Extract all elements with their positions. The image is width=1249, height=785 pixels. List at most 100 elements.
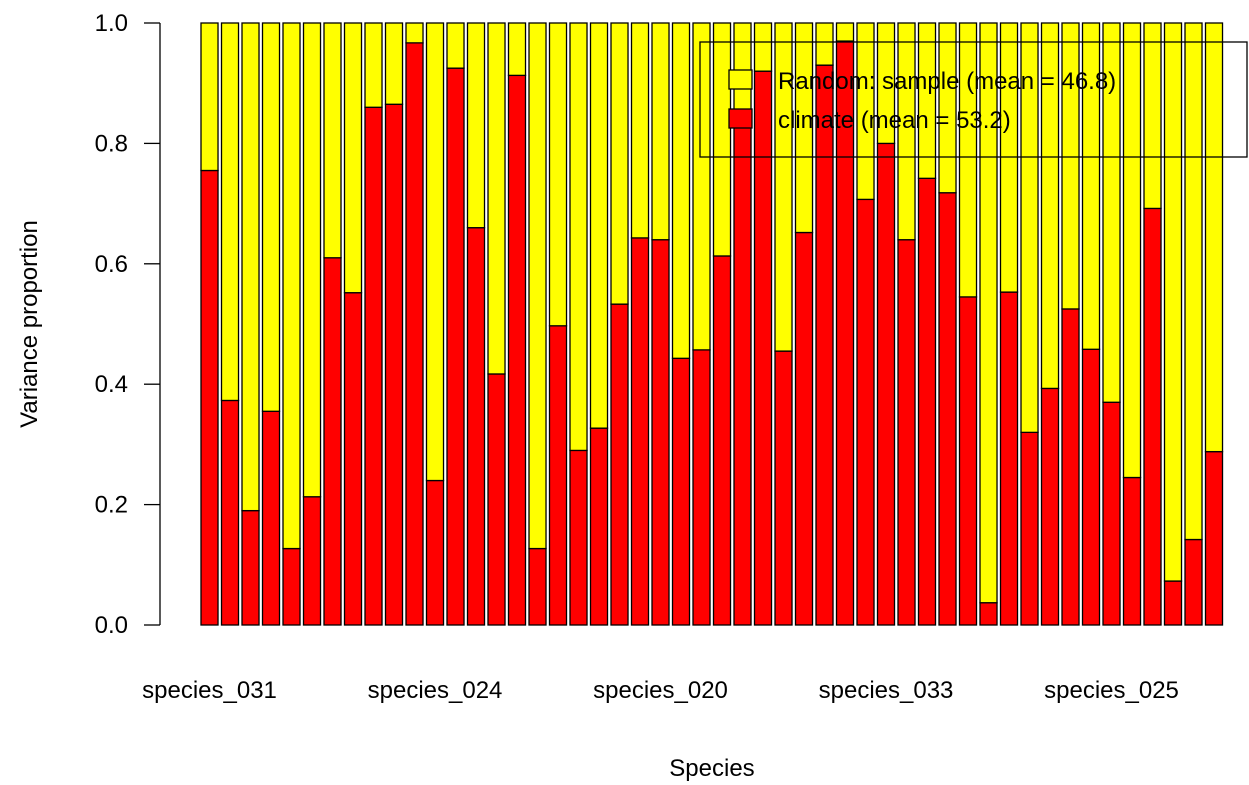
x-tick-label: species_033 (819, 677, 954, 704)
bar-random-sample (856, 22, 875, 201)
bar-climate (630, 237, 650, 626)
bar-random-sample (651, 22, 670, 241)
bar-climate (1020, 431, 1039, 626)
bar-climate (774, 350, 793, 626)
legend-key-random-sample (728, 69, 753, 90)
legend-label-climate: climate (mean = 53.2) (778, 107, 1011, 134)
bar-climate (712, 255, 732, 626)
y-tick-label: 0.2 (95, 492, 128, 519)
bar-climate (1081, 348, 1101, 626)
bar-random-sample (384, 22, 404, 105)
bar-random-sample (569, 22, 588, 452)
bar-climate (466, 227, 486, 626)
bar-climate (343, 292, 363, 626)
bar-random-sample (610, 22, 629, 305)
bar-random-sample (241, 22, 260, 512)
bar-climate (548, 325, 568, 626)
bar-random-sample (261, 22, 281, 412)
bar-climate (241, 509, 260, 626)
bar-climate (856, 198, 875, 626)
bar-climate (753, 70, 773, 626)
y-tick-label: 0.4 (95, 371, 128, 398)
bar-climate (794, 231, 814, 626)
bar-random-sample (548, 22, 568, 327)
x-axis-title: Species (669, 755, 754, 782)
bar-climate (528, 547, 547, 626)
bar-random-sample (692, 22, 711, 351)
bar-random-sample (835, 22, 855, 42)
bar-random-sample (876, 22, 896, 145)
bar-random-sample (323, 22, 342, 259)
y-axis-title: Variance proportion (16, 220, 43, 428)
bar-climate (261, 410, 281, 626)
bar-climate (1143, 207, 1162, 626)
bar-climate (979, 602, 998, 626)
bar-climate (1122, 476, 1142, 626)
bar-random-sample (302, 22, 322, 498)
bar-climate (220, 399, 240, 626)
bar-climate (692, 349, 711, 626)
bar-climate (610, 303, 629, 626)
bar-climate (1102, 401, 1121, 626)
bar-random-sample (1122, 22, 1142, 479)
legend: Random: sample (mean = 46.8) climate (me… (699, 41, 1248, 158)
bar-random-sample (1143, 22, 1162, 210)
bar-random-sample (630, 22, 650, 239)
bar-random-sample (815, 22, 834, 66)
bar-climate (384, 103, 404, 626)
bar-random-sample (446, 22, 465, 69)
bar-random-sample (589, 22, 609, 429)
bar-random-sample (897, 22, 916, 241)
bars-group (200, 22, 1224, 626)
bar-random-sample (425, 22, 445, 482)
bar-random-sample (1163, 22, 1183, 582)
bar-random-sample (733, 22, 752, 114)
bar-climate (282, 547, 301, 626)
bar-random-sample (487, 22, 506, 375)
bar-climate (671, 357, 691, 626)
bar-climate (487, 373, 506, 626)
legend-box (699, 41, 1248, 158)
y-axis-ticks: 0.0 0.2 0.4 0.6 0.8 1.0 (95, 10, 160, 639)
bar-random-sample (1061, 22, 1080, 310)
bar-random-sample (794, 22, 814, 234)
bar-climate (323, 257, 342, 626)
bar-climate (507, 74, 527, 626)
bar-climate (446, 67, 465, 626)
bar-climate (1163, 580, 1183, 626)
bar-random-sample (200, 22, 219, 172)
y-tick-label: 0.6 (95, 251, 128, 278)
bar-climate (1040, 387, 1060, 626)
bar-random-sample (938, 22, 957, 194)
bar-random-sample (1204, 22, 1224, 453)
y-tick-label: 1.0 (95, 10, 128, 37)
bar-climate (302, 496, 322, 626)
bar-climate (425, 479, 445, 626)
bar-random-sample (753, 22, 773, 72)
bar-random-sample (1081, 22, 1101, 350)
bar-random-sample (774, 22, 793, 352)
x-axis-ticks: species_031 species_024 species_020 species… (142, 677, 1179, 704)
bar-climate (405, 42, 424, 626)
bar-random-sample (528, 22, 547, 550)
bar-random-sample (671, 22, 691, 359)
x-tick-label: species_020 (593, 677, 728, 704)
bar-random-sample (405, 22, 424, 44)
bar-climate (589, 427, 609, 626)
bar-climate (1184, 538, 1203, 626)
bar-random-sample (1040, 22, 1060, 390)
bar-random-sample (1184, 22, 1203, 541)
bar-climate (958, 296, 978, 626)
bar-climate (200, 169, 219, 626)
legend-key-climate (728, 108, 753, 129)
bar-climate (733, 112, 752, 626)
legend-label-random-sample: Random: sample (mean = 46.8) (778, 68, 1116, 95)
bar-climate (897, 239, 916, 626)
bar-random-sample (282, 22, 301, 550)
bar-climate (569, 449, 588, 626)
bar-climate (917, 177, 937, 626)
bar-random-sample (917, 22, 937, 179)
y-tick-label: 0.0 (95, 612, 128, 639)
bar-climate (1204, 450, 1224, 626)
